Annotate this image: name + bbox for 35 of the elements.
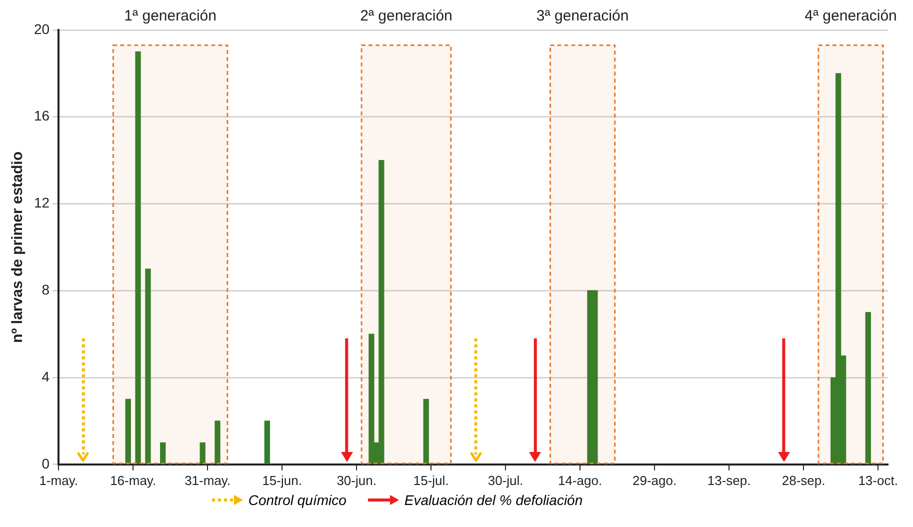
bar bbox=[125, 398, 131, 464]
y-axis-title: nº larvas de primer estadio bbox=[9, 152, 26, 343]
bar bbox=[423, 398, 429, 464]
bar bbox=[214, 420, 220, 464]
legend-label: Evaluación del % defoliación bbox=[403, 492, 583, 508]
bar bbox=[145, 268, 151, 464]
y-tick-label: 20 bbox=[34, 20, 50, 37]
x-tick-label: 15-jun. bbox=[262, 472, 302, 488]
x-tick-label: 1-may. bbox=[39, 472, 78, 488]
y-tick-label: 16 bbox=[34, 108, 50, 124]
band-label: 2ª generación bbox=[360, 8, 452, 25]
band-label: 4ª generación bbox=[804, 8, 897, 25]
bar bbox=[865, 312, 871, 464]
band-label: 3ª generación bbox=[536, 8, 629, 25]
x-tick-label: 14-ago. bbox=[558, 472, 602, 488]
y-tick-label: 12 bbox=[34, 194, 50, 211]
x-tick-label: 13-sep. bbox=[707, 472, 751, 488]
bar bbox=[368, 334, 374, 464]
band-label: 1ª generación bbox=[124, 8, 216, 25]
y-tick-label: 0 bbox=[42, 455, 50, 472]
bar bbox=[200, 442, 206, 464]
legend-label: Control químico bbox=[247, 492, 346, 508]
x-tick-label: 29-ago. bbox=[632, 472, 677, 488]
x-tick-label: 28-sep. bbox=[782, 472, 826, 488]
x-tick-label: 13-oct. bbox=[858, 472, 898, 488]
bar bbox=[264, 420, 270, 464]
x-tick-label: 15-jul. bbox=[413, 472, 449, 488]
x-tick-label: 30-jul. bbox=[488, 472, 524, 488]
y-tick-label: 8 bbox=[42, 282, 50, 298]
y-tick-label: 4 bbox=[42, 368, 50, 384]
bar bbox=[160, 442, 166, 464]
x-tick-label: 16-may. bbox=[110, 472, 156, 488]
x-tick-label: 30-jun. bbox=[336, 472, 376, 488]
x-tick-label: 31-may. bbox=[184, 472, 231, 488]
bar bbox=[135, 51, 141, 464]
